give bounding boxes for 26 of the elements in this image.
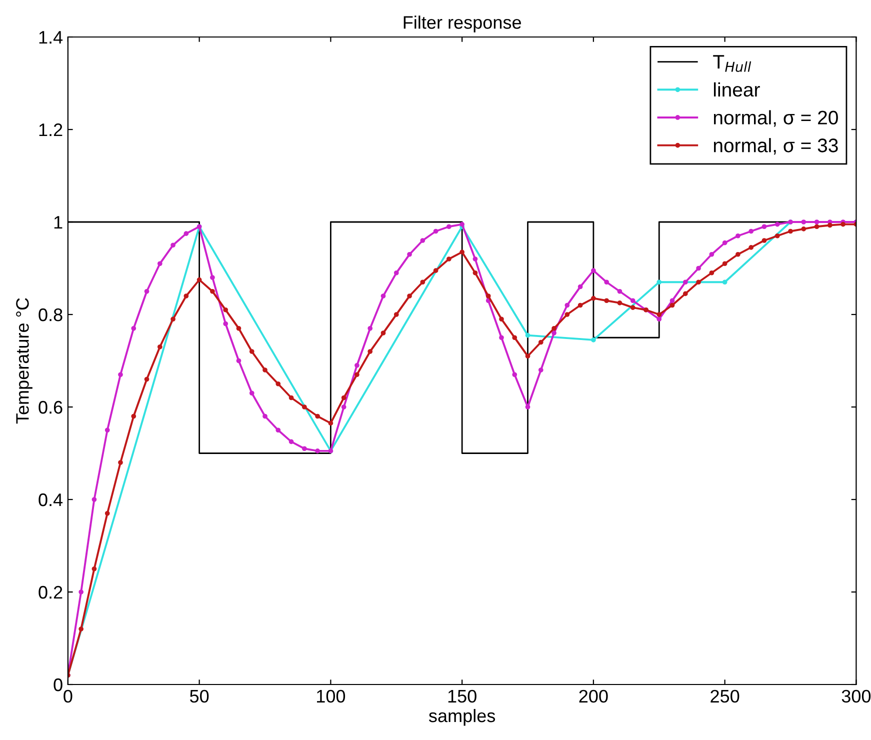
x-tick-label: 50 (190, 690, 209, 703)
x-tick-label: 150 (448, 690, 476, 703)
y-tick-label: 0.8 (38, 308, 62, 322)
x-tick-label: 250 (710, 690, 740, 703)
y-tick-label: 1.4 (39, 31, 63, 44)
y-tick-label: 1 (54, 216, 62, 229)
legend-label: normal, σ = 20 (714, 110, 838, 127)
x-tick-label: 200 (579, 690, 608, 703)
y-axis-title: Temperature °C (16, 298, 32, 424)
legend-label: T$_{Hull}$ (713, 55, 752, 72)
y-tick-label: 0.2 (38, 586, 62, 599)
chart-title: Filter response (404, 16, 521, 32)
point (591, 338, 596, 342)
y-tick-label: 0 (54, 678, 62, 692)
legend-label: normal, σ = 33 (714, 138, 838, 155)
y-tick-label: 0.4 (38, 493, 63, 506)
y-tick-label: 1.2 (39, 123, 62, 136)
legend-label: linear (714, 82, 760, 97)
x-tick-label: 0 (64, 690, 72, 703)
point (525, 332, 530, 338)
x-axis-title: samples (428, 708, 496, 726)
x-tick-label: 100 (317, 690, 346, 703)
y-tick-label: 0.6 (38, 400, 62, 414)
point (722, 280, 728, 285)
x-tick-label: 300 (842, 690, 871, 703)
point (656, 280, 662, 285)
